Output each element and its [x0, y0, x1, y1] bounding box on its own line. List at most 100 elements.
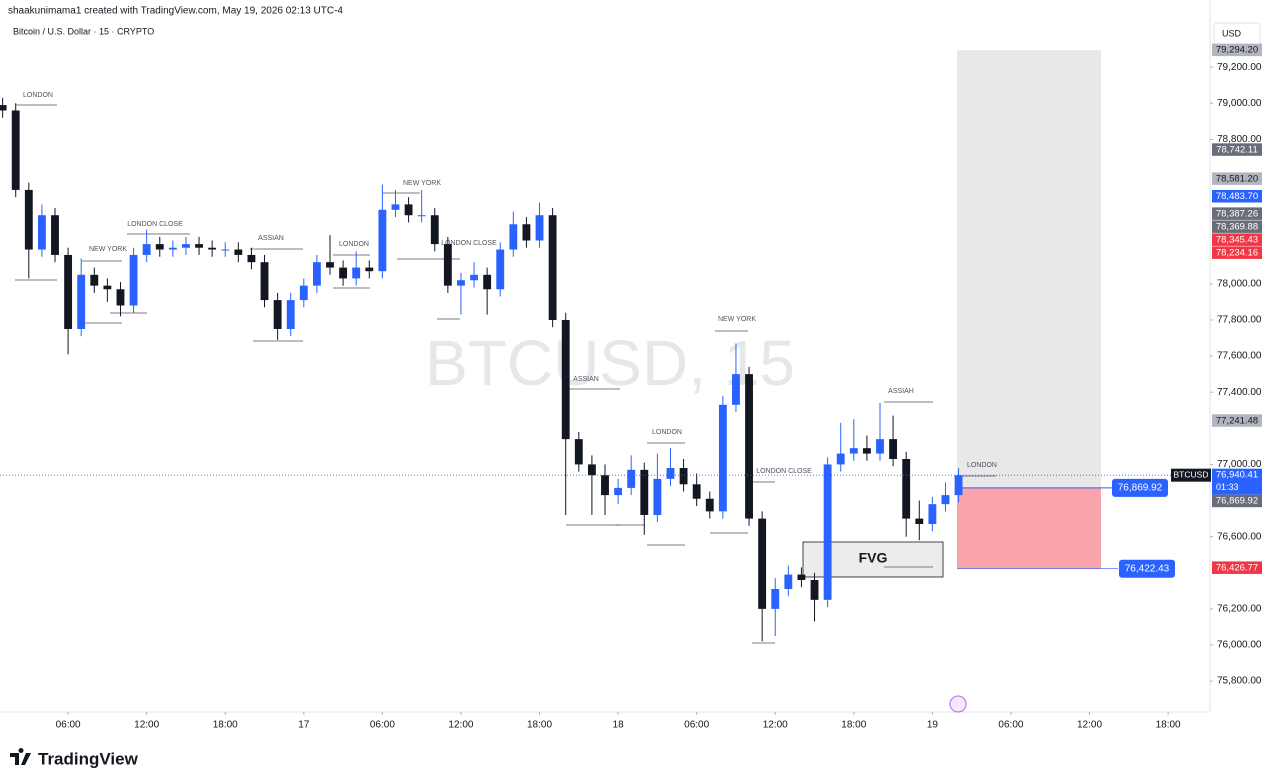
y-tick-label: 78,800.00: [1217, 134, 1262, 145]
candle-body: [326, 262, 334, 268]
candle-body: [758, 518, 767, 609]
candle-body: [653, 478, 662, 515]
candle-body: [168, 247, 177, 250]
candle-body: [64, 254, 73, 329]
x-tick-label: 06:00: [370, 720, 395, 731]
candle-body: [90, 274, 99, 286]
candle-body: [352, 267, 361, 279]
alert-icon[interactable]: [949, 695, 967, 713]
candle-body: [574, 439, 583, 465]
candle-body: [784, 574, 793, 590]
session-label: LONDON CLOSE: [441, 240, 497, 247]
candle-body: [430, 215, 439, 245]
candle-body: [522, 224, 531, 241]
candle-body: [286, 300, 295, 329]
candle-body: [836, 453, 845, 465]
session-label: NEW YORK: [718, 316, 756, 323]
candle-body: [483, 274, 492, 290]
price-label-box: [1212, 43, 1262, 57]
candle-body: [718, 404, 727, 512]
symbol-label: BTCUSD: [1174, 469, 1209, 479]
candle-body: [77, 274, 86, 329]
candle-body: [103, 285, 112, 290]
y-tick-label: 77,800.00: [1217, 315, 1262, 326]
candle-body: [273, 300, 282, 329]
price-label-box: [1212, 207, 1262, 220]
x-tick-label: 06:00: [998, 720, 1023, 731]
brand: TradingView: [38, 749, 139, 768]
candle-body: [155, 244, 164, 250]
last-price-label: 76,940.41: [1216, 470, 1258, 481]
credit: shaakunimama1 created with TradingView.c…: [8, 6, 343, 17]
price-label: 78,345.43: [1216, 234, 1258, 245]
price-label: 78,234.16: [1216, 247, 1258, 258]
candle-body: [116, 289, 125, 306]
logo: TradingView: [10, 748, 139, 768]
candle-body: [601, 475, 609, 496]
candle-body: [378, 209, 387, 272]
session-label: LONDON: [652, 429, 682, 436]
candle-body: [849, 448, 858, 454]
countdown: 01:33: [1216, 482, 1239, 492]
session-label: LONDON: [339, 241, 369, 248]
y-tick-label: 76,000.00: [1217, 640, 1262, 651]
candle-body: [928, 504, 937, 525]
candle-body: [182, 244, 190, 248]
candle-body: [771, 589, 780, 609]
price-label: 76,426.77: [1216, 562, 1258, 573]
candle-body: [24, 189, 33, 250]
candle-body: [954, 475, 963, 496]
candle-body: [902, 458, 911, 519]
x-tick-label: 12:00: [763, 720, 788, 731]
stop-zone: [957, 487, 1101, 569]
candle-body: [705, 498, 714, 512]
candle-body: [404, 204, 413, 216]
candle-body: [732, 374, 740, 405]
candle-body: [941, 495, 950, 505]
y-tick-label: 79,000.00: [1217, 98, 1262, 109]
x-tick-label: 06:00: [56, 720, 81, 731]
price-label: 78,742.11: [1216, 144, 1258, 155]
candle-body: [365, 267, 374, 272]
candle-body: [312, 262, 321, 286]
price-label-box: [1212, 494, 1262, 508]
x-tick-label: 17: [298, 720, 310, 731]
candle-body: [810, 579, 819, 600]
candle-body: [496, 249, 505, 290]
target-zone: [957, 50, 1101, 488]
entry-label: 76,869.92: [1118, 483, 1163, 494]
candle-body: [876, 439, 884, 454]
session-label: LONDON: [23, 92, 53, 99]
x-tick-label: 06:00: [684, 720, 709, 731]
candle-body: [443, 244, 452, 286]
y-tick-label: 75,800.00: [1217, 676, 1262, 687]
candle-body: [129, 254, 138, 306]
candle-body: [417, 215, 426, 217]
candle-body: [0, 105, 7, 111]
x-tick-label: 18:00: [841, 720, 866, 731]
candle-body: [915, 518, 924, 525]
stop-label-box: [1119, 559, 1175, 578]
candle-body: [339, 267, 348, 279]
price-label: 78,581.20: [1216, 173, 1258, 184]
session-label: ASSIAN: [573, 376, 599, 383]
fvg-label: FVG: [859, 550, 888, 566]
candle-body: [37, 215, 46, 250]
price-label-box: [1212, 220, 1262, 233]
last-price-box: [1212, 468, 1262, 495]
y-tick-label: 77,400.00: [1217, 387, 1262, 398]
symbol-box: [1171, 468, 1211, 482]
candle-body: [679, 468, 688, 485]
x-tick-label: 18:00: [1156, 720, 1181, 731]
x-tick-label: 12:00: [448, 720, 473, 731]
logo-icon: [10, 748, 31, 765]
y-tick-label: 77,000.00: [1217, 459, 1262, 470]
y-tick-label: 78,000.00: [1217, 278, 1262, 289]
candle-body: [457, 280, 465, 286]
x-tick-label: 12:00: [134, 720, 159, 731]
entry-label-box: [1112, 478, 1168, 497]
price-label: 78,387.26: [1216, 208, 1258, 219]
price-label: 78,483.70: [1216, 191, 1258, 202]
y-tick-label: 77,600.00: [1217, 351, 1262, 362]
candle-body: [391, 204, 400, 210]
